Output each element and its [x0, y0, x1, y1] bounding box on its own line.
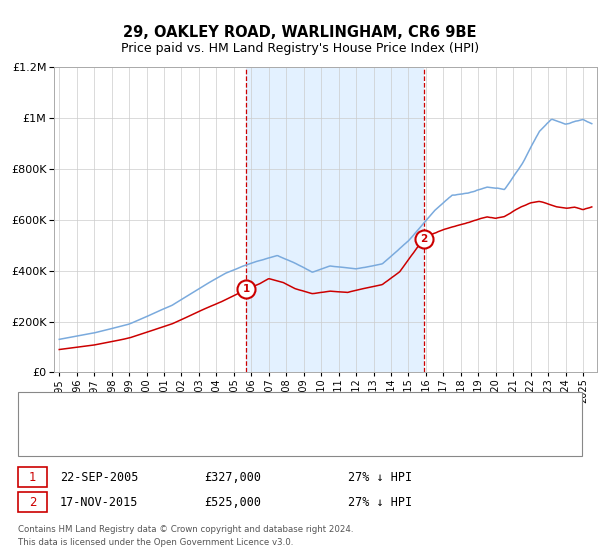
Text: 27% ↓ HPI: 27% ↓ HPI	[348, 470, 412, 484]
Text: 1: 1	[29, 470, 36, 484]
Text: £525,000: £525,000	[204, 496, 261, 509]
Text: Price paid vs. HM Land Registry's House Price Index (HPI): Price paid vs. HM Land Registry's House …	[121, 42, 479, 55]
Text: 29, OAKLEY ROAD, WARLINGHAM, CR6 9BE (detached house): 29, OAKLEY ROAD, WARLINGHAM, CR6 9BE (de…	[81, 423, 416, 433]
Text: 2: 2	[420, 234, 427, 244]
Text: £327,000: £327,000	[204, 470, 261, 484]
Text: ─────: ─────	[33, 437, 71, 451]
Text: 17-NOV-2015: 17-NOV-2015	[60, 496, 139, 509]
Text: 1: 1	[243, 284, 250, 294]
Text: 27% ↓ HPI: 27% ↓ HPI	[348, 496, 412, 509]
Text: Contains HM Land Registry data © Crown copyright and database right 2024.
This d: Contains HM Land Registry data © Crown c…	[18, 525, 353, 547]
Text: ─────: ─────	[33, 421, 71, 435]
Text: HPI: Average price, detached house, Tandridge: HPI: Average price, detached house, Tand…	[81, 439, 337, 449]
Text: 22-SEP-2005: 22-SEP-2005	[60, 470, 139, 484]
Bar	[247, 67, 424, 372]
Text: 2: 2	[29, 496, 36, 509]
Text: 29, OAKLEY ROAD, WARLINGHAM, CR6 9BE: 29, OAKLEY ROAD, WARLINGHAM, CR6 9BE	[123, 25, 477, 40]
